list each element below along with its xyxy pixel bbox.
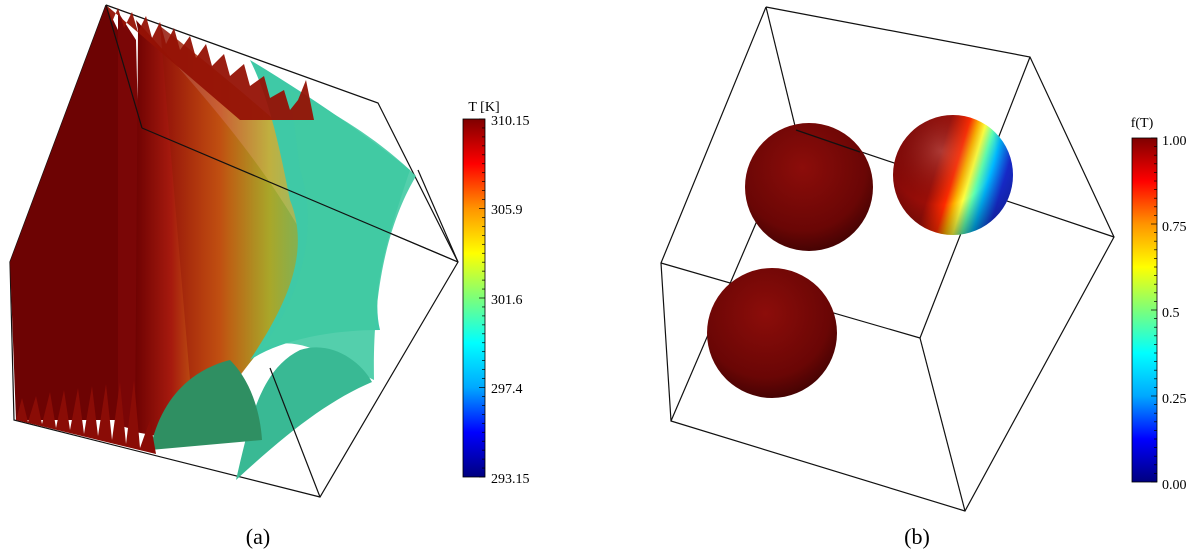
panel-a: T [K] 310.15 305.9 301.6 297.4 293.15 (a… (9, 4, 530, 549)
isosurface-sheets (10, 5, 416, 480)
bounding-box-b-front (795, 129, 861, 153)
colorbar-tick-label: 0.00 (1162, 478, 1187, 493)
sphere-heated (893, 115, 1013, 235)
colorbar-title: T [K] (468, 100, 499, 115)
colorbar-tick-label: 0.25 (1162, 392, 1187, 407)
panel-caption-a: (a) (246, 524, 270, 549)
colorbar-tick-label: 293.15 (491, 472, 530, 487)
colorbar-temperature: T [K] 310.15 305.9 301.6 297.4 293.15 (462, 100, 530, 487)
colorbar-tick-label: 310.15 (491, 114, 530, 129)
sphere-lower-left (707, 268, 837, 398)
colorbar-minor-ticks (479, 118, 485, 478)
panel-b-3d-view (660, 6, 1115, 512)
panel-b: f(T) 1.00 0.75 0.5 0.25 0.00 (b) (660, 6, 1187, 549)
colorbar-minor-ticks (1151, 137, 1157, 483)
sphere-upper-left (745, 123, 873, 251)
bounding-box-b (660, 6, 1115, 512)
colorbar-fraction: f(T) 1.00 0.75 0.5 0.25 0.00 (1131, 116, 1187, 493)
colorbar-tick-label: 1.00 (1162, 134, 1187, 149)
colorbar-tick-label: 297.4 (491, 382, 523, 397)
bounding-box-a-front (105, 4, 459, 498)
colorbar-tick-label: 301.6 (491, 293, 523, 308)
colorbar-tick-label: 0.5 (1162, 306, 1180, 321)
panel-a-3d-view (9, 4, 459, 498)
colorbar-tick-label: 305.9 (491, 203, 523, 218)
panel-caption-b: (b) (904, 524, 930, 549)
colorbar-tick-label: 0.75 (1162, 220, 1187, 235)
colorbar-title: f(T) (1131, 116, 1154, 131)
